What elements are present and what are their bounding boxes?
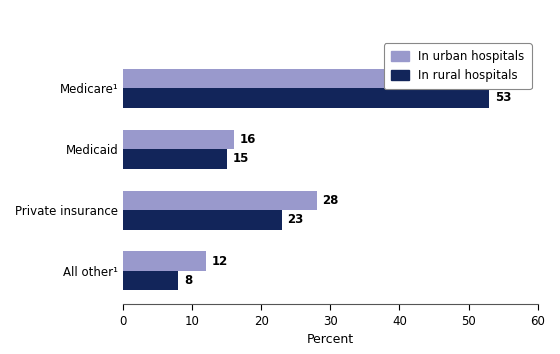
Bar <box>123 88 489 108</box>
Bar <box>123 251 206 271</box>
Text: 15: 15 <box>232 152 249 165</box>
Text: 16: 16 <box>239 133 255 146</box>
Bar <box>123 130 234 149</box>
Bar <box>123 190 316 210</box>
Text: 23: 23 <box>288 213 304 226</box>
Bar <box>123 149 227 169</box>
Text: 28: 28 <box>322 194 338 207</box>
Text: 53: 53 <box>495 91 511 104</box>
Text: 12: 12 <box>212 255 228 268</box>
X-axis label: Percent: Percent <box>307 333 354 347</box>
Text: 8: 8 <box>184 274 192 287</box>
Bar <box>123 69 427 88</box>
Legend: In urban hospitals, In rural hospitals: In urban hospitals, In rural hospitals <box>384 43 531 89</box>
Text: 44: 44 <box>433 72 449 85</box>
Bar <box>123 210 282 229</box>
Bar <box>123 271 179 290</box>
